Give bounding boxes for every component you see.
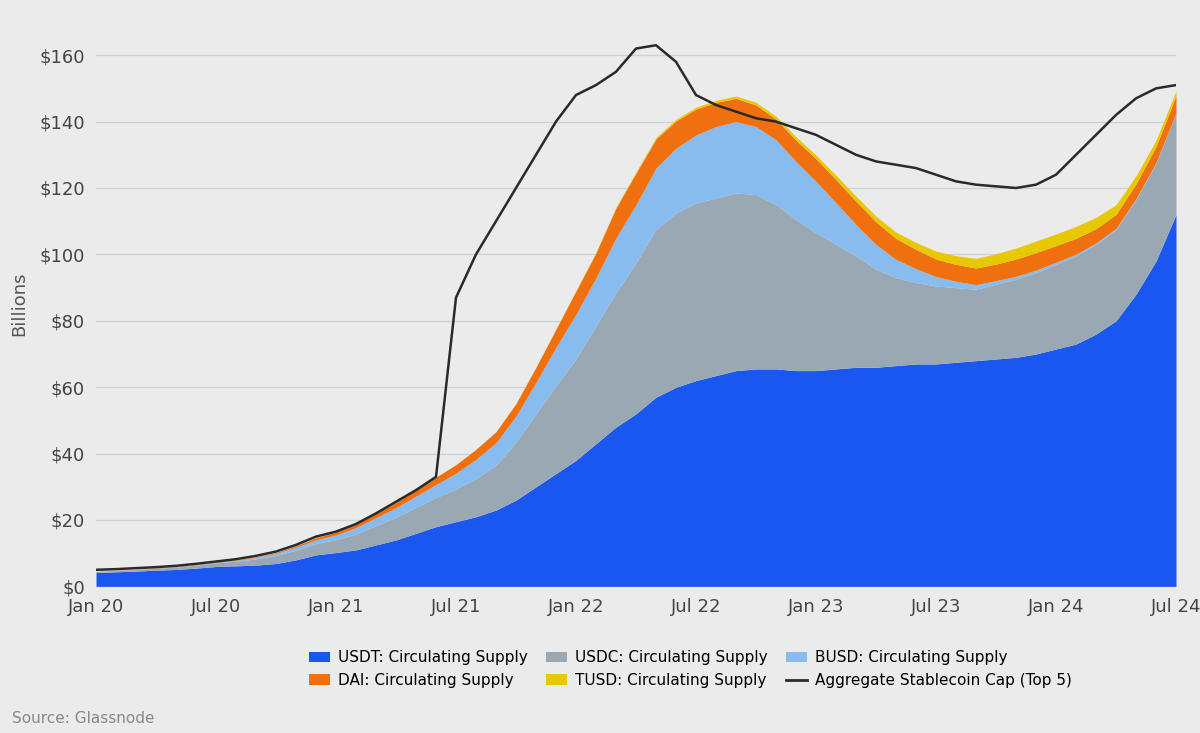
Text: Source: Glassnode: Source: Glassnode [12, 711, 155, 726]
Y-axis label: Billions: Billions [10, 272, 28, 336]
Legend: USDT: Circulating Supply, DAI: Circulating Supply, USDC: Circulating Supply, TUS: USDT: Circulating Supply, DAI: Circulati… [308, 650, 1072, 688]
